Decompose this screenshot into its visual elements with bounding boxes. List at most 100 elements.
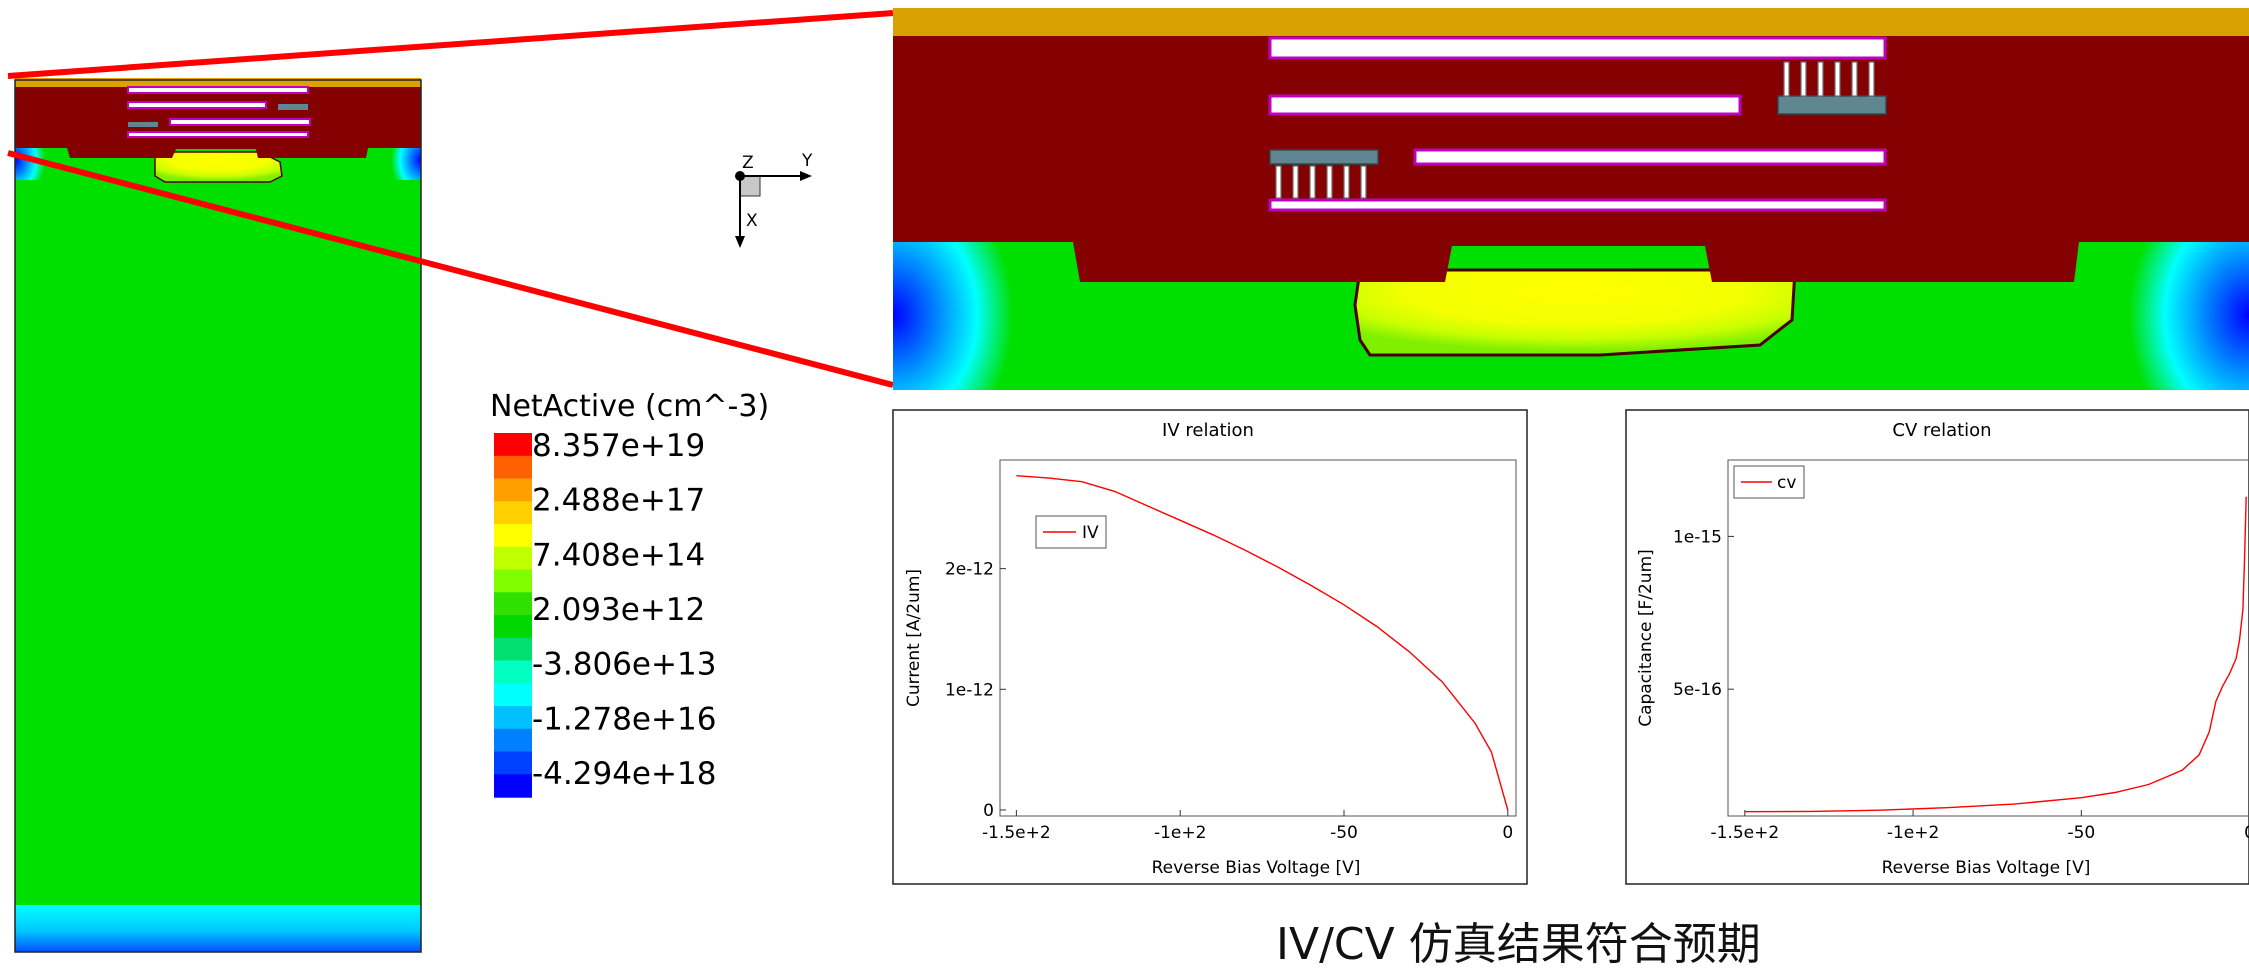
iv-plot: IV relation Reverse Bias Voltage [V] Cur… (892, 409, 1528, 885)
zoom-line-bottom (7, 150, 894, 388)
axis-label-x: X (746, 211, 758, 231)
legend-color-bar (494, 433, 532, 798)
iv-legend: IV (1035, 515, 1107, 549)
netactive-legend: NetActive (cm^-3) 8.357e+19 2.488e+17 7.40… (490, 389, 769, 798)
legend-color-swatch (494, 706, 532, 730)
legend-tick-label: -4.294e+18 (532, 756, 716, 792)
iv-plot-frame (892, 409, 1528, 885)
x-tick-label: 0 (2244, 823, 2249, 843)
metal-layer-2 (127, 101, 267, 109)
series-line-cv (1744, 496, 2247, 813)
metal-layer-3 (169, 118, 311, 126)
zoom-metal-layer-3 (1413, 148, 1887, 166)
legend-color-swatch (494, 728, 532, 753)
legend-tick-label: -1.278e+16 (532, 701, 716, 737)
legend-color-swatch (494, 637, 532, 662)
zoom-metal-layer-1 (1268, 36, 1887, 60)
legend-color-swatch (494, 501, 532, 525)
zoom-oxide-stack (893, 10, 2249, 282)
legend-color-swatch (494, 478, 532, 502)
legend-color-swatch (494, 774, 532, 798)
legend-tick-label: 8.357e+19 (532, 428, 705, 464)
zoom-via-plugs-left (1275, 165, 1367, 199)
via-pad-left (128, 122, 158, 127)
x-tick-label: -1.5e+2 (982, 823, 1051, 843)
cv-plot-title: CV relation (1892, 420, 1991, 441)
iv-y-axis-label: Current [A/2um] (904, 569, 924, 707)
iv-legend-label: IV (1082, 523, 1099, 543)
metal-layer-4 (127, 131, 309, 138)
x-tick-label: -1e+2 (1154, 823, 1206, 843)
zoom-via-pad-left (1269, 149, 1379, 165)
legend-tick-label: 2.488e+17 (532, 483, 705, 519)
zoomed-cross-section (893, 8, 2249, 390)
legend-color-swatch (494, 455, 532, 480)
x-tick-label: -1.5e+2 (1710, 823, 1779, 843)
legend-tick-label: -3.806e+13 (532, 647, 716, 683)
axis-label-z: Z (742, 153, 754, 173)
y-tick-label: 2e-12 (945, 560, 994, 580)
iv-axes-box (999, 459, 1517, 817)
via-pad-right (278, 104, 308, 110)
x-arrowhead (735, 236, 745, 248)
legend-color-swatch (494, 546, 532, 571)
cv-x-axis-label: Reverse Bias Voltage [V] (1882, 858, 2091, 878)
iv-x-axis-label: Reverse Bias Voltage [V] (1152, 858, 1361, 878)
device-outline (14, 79, 422, 953)
cv-plot: CV relation Reverse Bias Voltage [V] Cap… (1625, 409, 2249, 885)
cv-legend: cv (1733, 465, 1805, 499)
legend-color-swatch (494, 524, 532, 548)
legend-color-swatch (494, 433, 532, 457)
legend-tick-labels: 8.357e+19 2.488e+17 7.408e+14 2.093e+12 -3.8… (532, 428, 716, 792)
cv-plot-frame (1625, 409, 2249, 885)
backside-implant (15, 905, 421, 952)
caption-text: IV/CV 仿真结果符合预期 (1276, 919, 1761, 970)
legend-tick-label: 2.093e+12 (532, 592, 705, 628)
series-line-IV (1016, 475, 1509, 811)
zoom-via-plugs-right (1783, 61, 1875, 97)
x-tick-label: 0 (1502, 823, 1513, 843)
x-tick-label: -50 (1330, 823, 1358, 843)
legend-tick-label: 7.408e+14 (532, 537, 705, 573)
y-tick-label: 0 (983, 801, 994, 821)
cv-y-ticks: 5e-16 1e-15 (1673, 527, 1734, 700)
zoom-metal-layer-2 (1268, 94, 1742, 116)
legend-color-swatch (494, 751, 532, 775)
zoom-well-junction (1353, 268, 1797, 357)
legend-color-swatch (494, 615, 532, 639)
x-tick-label: -50 (2067, 823, 2095, 843)
zoom-metal-layer-4 (1268, 198, 1887, 212)
cv-series-lines (1744, 496, 2247, 813)
x-tick-label: -1e+2 (1887, 823, 1939, 843)
legend-color-swatch (494, 660, 532, 684)
iv-plot-title: IV relation (1162, 420, 1254, 441)
legend-color-swatch (494, 569, 532, 593)
cv-legend-label: cv (1777, 473, 1796, 493)
axis-label-y: Y (801, 151, 813, 171)
y-arrowhead (800, 171, 812, 181)
y-tick-label: 1e-15 (1673, 527, 1722, 547)
substrate-region (15, 80, 421, 952)
legend-color-swatch (494, 592, 532, 616)
iv-y-ticks: 0 1e-12 2e-12 (945, 560, 1006, 821)
zoom-left-isolation-implant (893, 240, 1013, 390)
device-cross-section (14, 78, 422, 953)
zoom-right-isolation-implant (2129, 240, 2249, 390)
passivation-layer (15, 78, 421, 87)
legend-title: NetActive (cm^-3) (490, 389, 769, 424)
z-axis-dot (735, 171, 745, 181)
zoom-passivation-layer (893, 8, 2249, 36)
zoom-via-pad-right (1777, 95, 1887, 115)
metal-layer-1 (127, 86, 309, 94)
coordinate-axes-glyph: Z Y X (735, 151, 813, 248)
y-tick-label: 1e-12 (945, 680, 994, 700)
cv-axes-box (1727, 459, 2249, 817)
y-tick-label: 5e-16 (1673, 680, 1722, 700)
zoom-line-top (7, 10, 894, 79)
cv-y-axis-label: Capacitance [F/2um] (1636, 549, 1656, 727)
cv-x-ticks: -1.5e+2 -1e+2 -50 0 (1710, 810, 2249, 843)
iv-series-lines (1016, 475, 1509, 811)
iv-x-ticks: -1.5e+2 -1e+2 -50 0 (982, 810, 1513, 843)
legend-color-swatch (494, 683, 532, 707)
